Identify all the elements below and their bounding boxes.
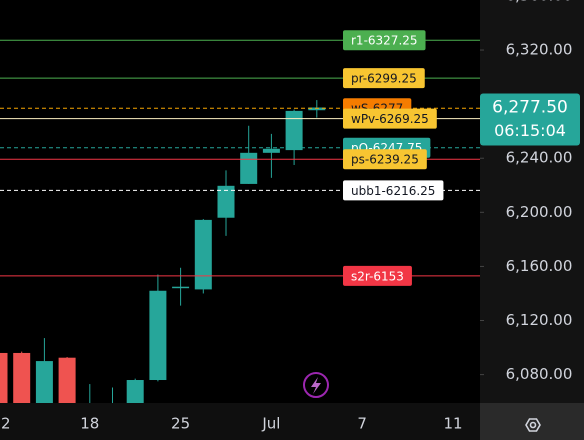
x-tick-label: 25 <box>171 415 190 433</box>
level-tag: pr-6299.25 <box>343 68 425 89</box>
candle-body <box>240 152 258 184</box>
y-tick-label: 6,120.00 <box>506 311 573 329</box>
candle-body <box>126 380 144 403</box>
candle-body <box>262 148 280 153</box>
plot <box>0 100 326 403</box>
candle-body <box>172 286 190 289</box>
level-tag: ps-6239.25 <box>343 149 427 170</box>
y-tick-label: 6,360.00 <box>506 0 573 4</box>
level-box <box>343 149 427 170</box>
level-label: s2r-6153 <box>351 269 404 283</box>
level-label: ps-6239.25 <box>351 153 419 167</box>
level-label: wPv-6269.25 <box>351 112 429 126</box>
level-box <box>343 265 412 286</box>
level-tag: s2r-6153 <box>343 265 412 286</box>
time-axis <box>0 403 480 440</box>
level-label: ubb1-6216.25 <box>351 184 435 198</box>
overlay: r1-6327.25pr-6299.25wS-6277pQ-6247.75wPv… <box>0 30 480 286</box>
y-tick-label: 6,240.00 <box>506 149 573 167</box>
x-tick-label: Jul <box>261 415 280 433</box>
x-tick-label: 7 <box>357 415 367 433</box>
x-tick-label: 18 <box>80 415 99 433</box>
flash-icon[interactable] <box>303 372 329 398</box>
candle-body <box>194 219 212 290</box>
level-tag: ubb1-6216.25 <box>343 180 444 201</box>
level-label: r1-6327.25 <box>351 34 418 48</box>
level-tag: r1-6327.25 <box>343 30 426 51</box>
candle-body <box>35 361 53 403</box>
candle-body <box>308 107 326 111</box>
price-axis <box>480 0 584 403</box>
current-price: 6,277.50 <box>492 98 568 118</box>
level-box <box>343 68 425 89</box>
settings-button[interactable] <box>480 403 584 440</box>
level-box <box>343 180 444 201</box>
countdown: 06:15:04 <box>494 121 566 140</box>
level-box <box>343 30 426 51</box>
settings-icon[interactable] <box>525 418 541 432</box>
y-tick-label: 6,160.00 <box>506 257 573 275</box>
current-price-box <box>480 93 580 146</box>
candle-body <box>149 290 167 381</box>
candle-body <box>58 357 76 403</box>
y-tick-label: 6,080.00 <box>506 365 573 383</box>
plot-area <box>0 0 480 403</box>
x-tick-label: 2 <box>1 415 11 433</box>
candle-body <box>0 352 8 403</box>
level-label: pr-6299.25 <box>351 72 417 86</box>
candle-body <box>13 352 31 403</box>
candle-body <box>217 185 235 218</box>
level-box <box>343 108 437 129</box>
y-tick-label: 6,320.00 <box>506 41 573 59</box>
candle-body <box>285 110 303 151</box>
y-tick-label: 6,200.00 <box>506 203 573 221</box>
level-tag: wPv-6269.25 <box>343 108 437 129</box>
x-tick-label: 11 <box>443 415 462 433</box>
